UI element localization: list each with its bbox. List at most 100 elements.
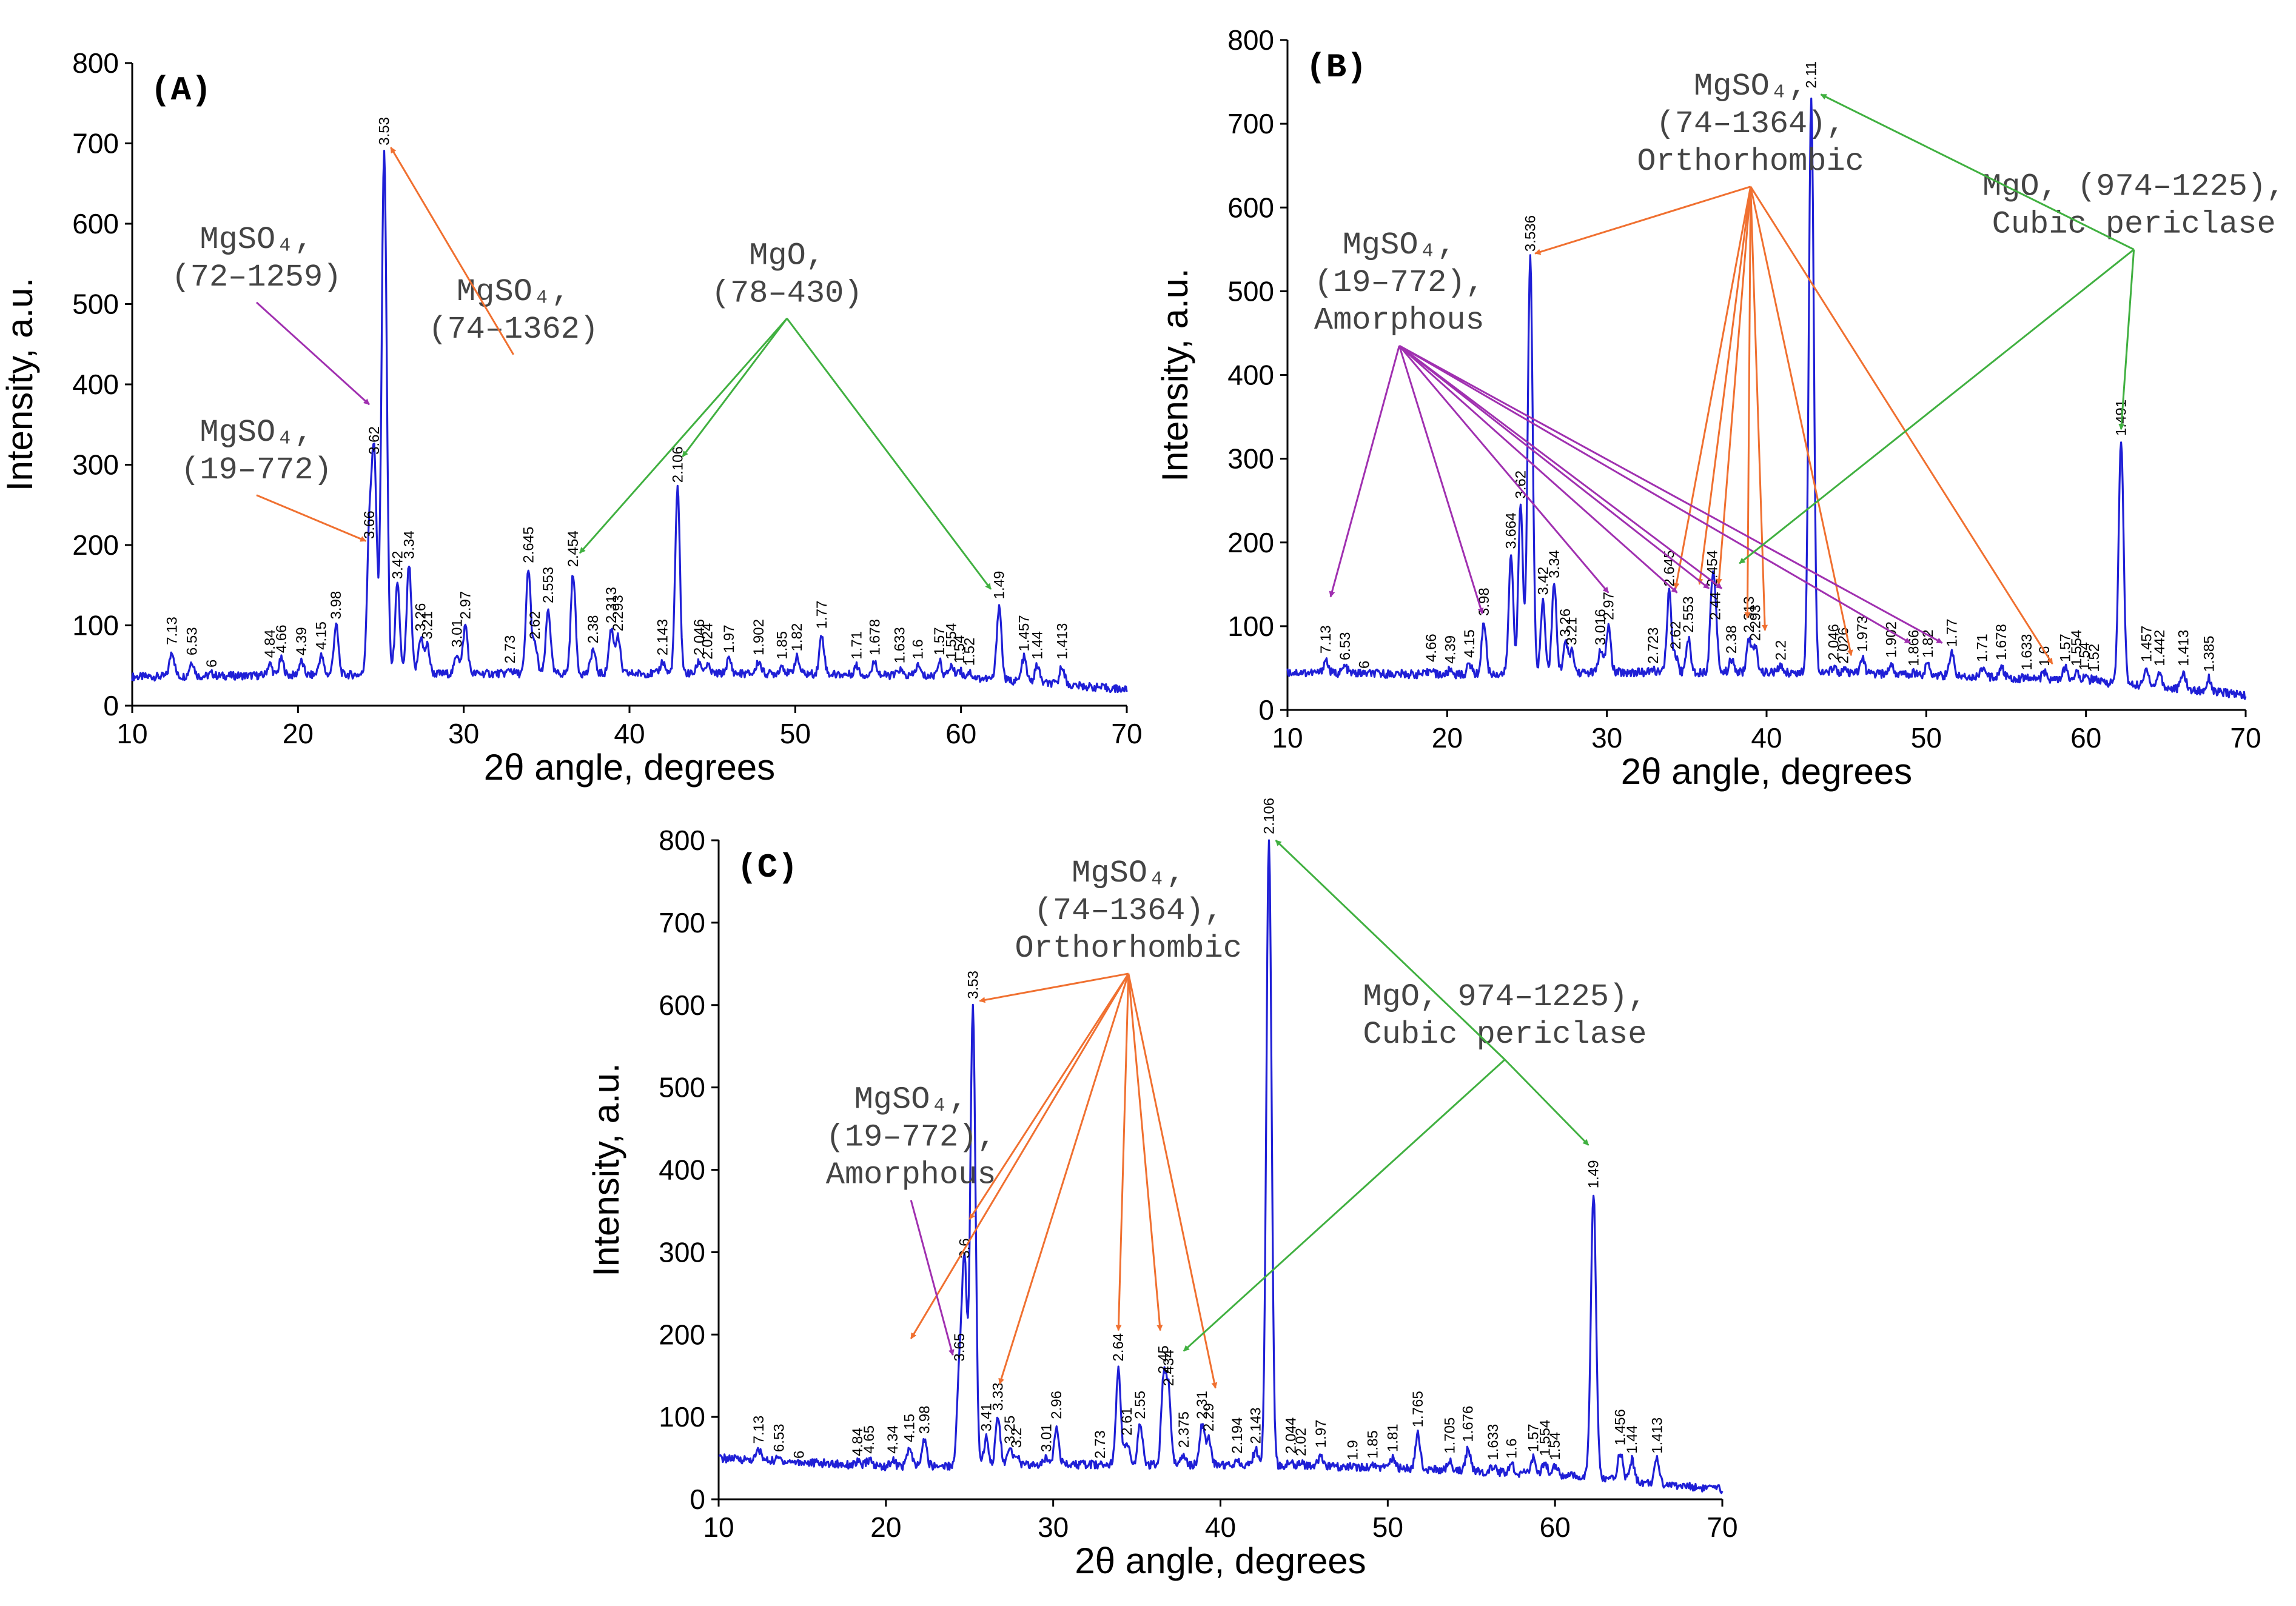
- peak-label: 1.85: [1365, 1430, 1381, 1459]
- peak-label: 1.457: [2139, 626, 2155, 662]
- y-tick-label: 700: [1227, 108, 1274, 139]
- peak-label: 3.53: [965, 971, 981, 999]
- peak-label: 1.902: [1883, 621, 1899, 658]
- y-tick-label: 800: [72, 47, 119, 79]
- y-tick-label: 200: [72, 529, 119, 561]
- peak-label: 1.413: [1054, 623, 1070, 660]
- peak-label: 2.97: [1600, 592, 1617, 620]
- peak-label: 2.434: [1161, 1350, 1177, 1386]
- annotation-arrow: [1697, 186, 1752, 585]
- annotation-arrow: [1534, 186, 1751, 255]
- peak-label: 2.046: [691, 619, 708, 655]
- y-tick-label: 200: [1227, 527, 1274, 558]
- peak-label: 3.41: [978, 1403, 995, 1431]
- peak-label: 2.044: [1283, 1417, 1299, 1454]
- peak-label: 1.54: [1547, 1432, 1563, 1460]
- peak-label: 1.633: [892, 627, 908, 663]
- peak-label: 6: [204, 660, 220, 667]
- peak-label: 1.457: [1016, 615, 1033, 651]
- peak-label: 1.678: [1993, 624, 2010, 660]
- panel-a: 0 100 200 300 400 500 600 700 800 10 20 30 40 50 60 70 2…: [0, 47, 1143, 788]
- peak-label: 2.55: [1132, 1391, 1149, 1419]
- annotation-line: MgO, 974–1225),: [1363, 979, 1646, 1015]
- peak-label: 2.73: [1092, 1430, 1109, 1459]
- peak-label: 1.9: [1344, 1440, 1361, 1460]
- peak-label: 2.62: [1668, 621, 1684, 650]
- y-tick-label: 800: [659, 825, 705, 856]
- peak-label: 1.54: [2076, 642, 2093, 671]
- peak-label: 3.34: [401, 530, 417, 559]
- peak-label: 3.2: [1009, 1428, 1025, 1448]
- peak-label: 1.554: [2069, 630, 2085, 666]
- annotation-arrow: [1398, 344, 1911, 644]
- y-tick-label: 500: [72, 289, 119, 320]
- peak-label: 4.66: [1423, 634, 1440, 662]
- annotation-text: MgO, (78–430): [711, 238, 863, 311]
- annotation-arrow: [1127, 973, 1218, 1389]
- annotation-arrow: [910, 1200, 955, 1356]
- peak-label: 3.65: [952, 1333, 968, 1362]
- peak-label: 3.66: [361, 510, 378, 539]
- annotation-arrow: [1716, 186, 1752, 585]
- peak-label: 3.34: [1546, 550, 1563, 578]
- peak-label: 1.82: [1920, 629, 1936, 658]
- annotation-line: MgSO₄,: [854, 1082, 968, 1118]
- annotation-line: (19–772): [181, 452, 332, 488]
- peak-label: 2.31: [1194, 1391, 1210, 1419]
- peak-label: 1.456: [1613, 1409, 1629, 1445]
- annotation-text: MgSO₄, (74–1364), Orthorhombic: [1015, 855, 1242, 966]
- peak-label: 1.554: [943, 623, 959, 660]
- x-tick-label: 40: [1205, 1511, 1236, 1543]
- annotation-arrow: [968, 973, 1130, 1220]
- peak-label: 1.765: [1410, 1391, 1426, 1427]
- peak-label: 2.194: [1229, 1417, 1246, 1454]
- peak-label: 2.45: [1156, 1345, 1172, 1374]
- y-tick-label: 100: [659, 1401, 705, 1433]
- peak-label: 1.678: [867, 619, 884, 655]
- peak-label: 2.046: [1826, 624, 1842, 660]
- peak-label: 1.676: [1460, 1406, 1477, 1442]
- peak-label: 2.02: [1293, 1428, 1309, 1456]
- peak-label: 4.66: [274, 624, 290, 653]
- x-tick-label: 30: [1038, 1511, 1069, 1543]
- annotation-arrow: [979, 972, 1129, 1003]
- peak-label: 1.71: [848, 631, 865, 660]
- peak-label: 3.25: [1002, 1416, 1018, 1444]
- peak-label: 1.85: [774, 631, 790, 660]
- peak-label: 1.6: [2036, 646, 2053, 666]
- x-tick-label: 10: [703, 1511, 734, 1543]
- peak-label: 6.53: [1337, 632, 1354, 660]
- y-tick-label: 300: [72, 449, 119, 481]
- peak-label: 1.52: [2086, 644, 2103, 672]
- peak-label: 2.553: [1680, 597, 1697, 633]
- peak-label: 1.49: [1586, 1160, 1602, 1189]
- y-tick-label: 500: [1227, 275, 1274, 307]
- peak-label: 6.53: [771, 1424, 787, 1452]
- panel-c: 0 100 200 300 400 500 600 700 800 10 20 30 40 50 60 70 2…: [586, 798, 1738, 1581]
- x-tick-label: 40: [1751, 722, 1782, 754]
- y-tick-label: 0: [690, 1484, 705, 1515]
- peak-label: 3.33: [990, 1382, 1007, 1411]
- annotation-arrow: [1750, 186, 2053, 664]
- x-axis-title: 2θ angle, degrees: [1621, 751, 1912, 792]
- peak-label: 2.96: [1049, 1391, 1065, 1419]
- y-tick-label: 800: [1227, 24, 1274, 56]
- peak-label: 1.633: [1485, 1424, 1502, 1460]
- y-tick-label: 700: [72, 128, 119, 159]
- annotation-line: Orthorhombic: [1015, 931, 1242, 966]
- panel-label: (C): [737, 848, 798, 887]
- annotation-arrow: [1115, 973, 1130, 1331]
- peak-label: 7.13: [1318, 625, 1334, 654]
- y-axis-title: Intensity, a.u.: [586, 1063, 626, 1276]
- peak-label: 1.973: [1855, 615, 1871, 652]
- y-tick-label: 600: [72, 208, 119, 239]
- peak-label: 3.536: [1522, 215, 1539, 252]
- peak-label: 2.38: [1724, 625, 1740, 654]
- peak-label: 3.664: [1503, 512, 1520, 549]
- x-tick-label: 30: [448, 718, 479, 749]
- y-tick-label: 0: [1258, 694, 1274, 726]
- peak-label: 2.97: [457, 591, 474, 620]
- peak-label: 6: [791, 1451, 807, 1459]
- peak-label: 2.106: [1261, 798, 1277, 834]
- peak-label: 1.57: [1525, 1424, 1542, 1452]
